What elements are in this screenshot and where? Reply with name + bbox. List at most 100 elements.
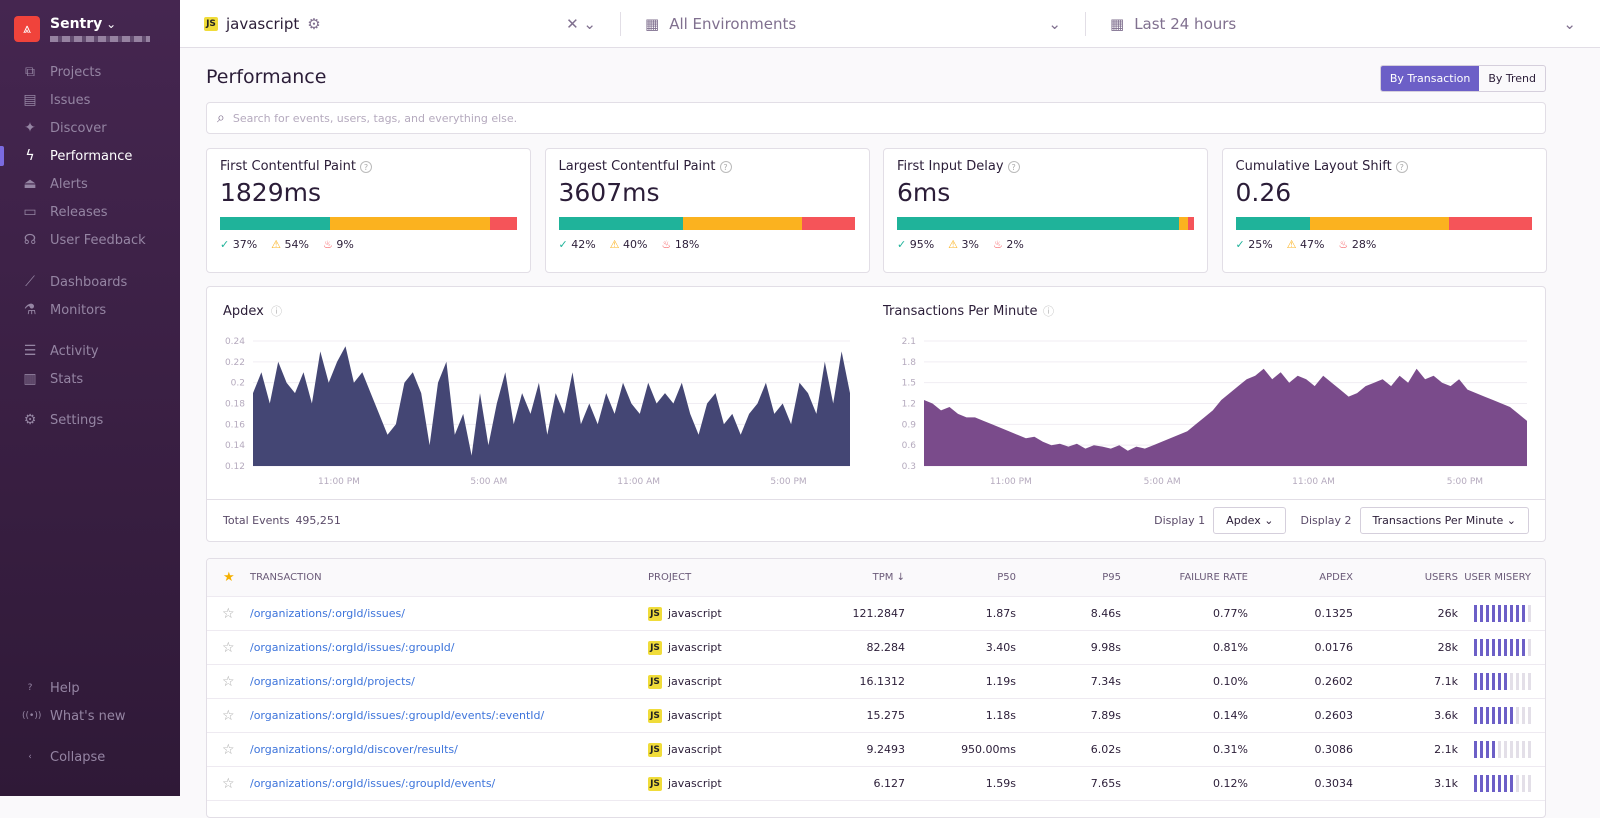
misery-bar [1486, 673, 1489, 690]
sidebar-item-user-feedback[interactable]: ☊ User Feedback [0, 226, 180, 254]
project-cell[interactable]: JS javascript [648, 640, 722, 655]
time-range-selector[interactable]: ▦ Last 24 hours ⌄ [1086, 15, 1600, 33]
project-cell[interactable]: JS javascript [648, 606, 722, 621]
tpm-cell: 15.275 [866, 709, 906, 722]
sidebar-item-label: Discover [50, 120, 107, 136]
project-selector[interactable]: JS javascript ⚙ ✕ ⌄ [180, 15, 620, 33]
star-outline-icon[interactable]: ☆ [222, 605, 235, 622]
sidebar-item-what-s-new[interactable]: ((•)) What's new [0, 702, 180, 730]
gear-icon[interactable]: ⚙ [307, 14, 321, 33]
user-misery-bar [1474, 639, 1531, 656]
sidebar-item-dashboards[interactable]: ⟋ Dashboards [0, 268, 180, 296]
transaction-link[interactable]: /organizations/:orgId/projects/ [250, 675, 415, 688]
transaction-link[interactable]: /organizations/:orgId/issues/ [250, 607, 405, 620]
column-header[interactable]: Users [1424, 572, 1458, 583]
search-input[interactable]: ⌕ Search for events, users, tags, and ev… [206, 102, 1546, 134]
poor-stat: ♨ 9% [323, 238, 354, 251]
good-percent: 95 [909, 238, 924, 251]
clear-close-icon[interactable]: ✕ ⌄ [566, 14, 596, 33]
by-trend-button[interactable]: By Trend [1488, 72, 1536, 85]
p95-cell: 7.65s [1090, 777, 1121, 790]
help-icon[interactable]: ⓘ [271, 305, 282, 318]
sidebar-item-performance[interactable]: ϟ Performance [0, 142, 180, 170]
vital-value: 6ms [897, 178, 951, 207]
vital-distribution-bar [558, 217, 856, 230]
sidebar-item-help[interactable]: ? Help [0, 674, 180, 702]
sidebar-item-projects[interactable]: ⧉ Projects [0, 58, 180, 86]
star-outline-icon[interactable]: ☆ [222, 639, 235, 656]
project-cell[interactable]: JS javascript [648, 708, 722, 723]
charts-panel: Apdex ⓘ 0.24 0.22 0.2 0.18 0.16 0.14 0.12 11:00 P… [206, 286, 1546, 542]
lightning-icon: ϟ [25, 148, 35, 164]
sidebar-item-issues[interactable]: ▤ Issues [0, 86, 180, 114]
star-outline-icon[interactable]: ☆ [222, 707, 235, 724]
star-outline-icon[interactable]: ☆ [222, 741, 235, 758]
misery-bar [1480, 741, 1483, 758]
help-icon[interactable]: ? [719, 160, 732, 173]
transaction-link[interactable]: /organizations/:orgId/issues/:groupId/ [250, 641, 455, 654]
project-name: javascript [668, 743, 722, 756]
help-icon[interactable]: ? [1007, 160, 1020, 173]
p95-cell: 7.34s [1090, 675, 1121, 688]
y-tick-label: 0.18 [225, 400, 245, 410]
project-cell[interactable]: JS javascript [648, 742, 722, 757]
failure-cell: 0.12% [1213, 777, 1248, 790]
poor-stat: ♨ 28% [1338, 238, 1377, 251]
environment-selector[interactable]: ▦ All Environments ⌄ [621, 15, 1085, 33]
sidebar-item-discover[interactable]: ✦ Discover [0, 114, 180, 142]
org-switcher[interactable]: ⩓ Sentry ⌄ [0, 0, 180, 58]
javascript-icon: JS [648, 708, 662, 723]
area-series [253, 346, 850, 466]
sidebar-item-settings[interactable]: ⚙ Settings [0, 406, 180, 434]
help-icon[interactable]: ? [1395, 160, 1408, 173]
column-header[interactable]: P50 [997, 572, 1016, 583]
misery-bar [1522, 707, 1525, 724]
star-outline-icon[interactable]: ☆ [222, 673, 235, 690]
good-segment [558, 217, 684, 230]
misery-bar [1498, 707, 1501, 724]
column-header[interactable]: Failure Rate [1179, 572, 1249, 583]
column-header[interactable]: P95 [1102, 572, 1121, 583]
project-cell[interactable]: JS javascript [648, 674, 722, 689]
transaction-link[interactable]: /organizations/:orgId/issues/:groupId/ev… [250, 777, 496, 790]
sidebar-item-monitors[interactable]: ⚗ Monitors [0, 296, 180, 324]
users-cell: 26k [1437, 607, 1458, 620]
misery-bar [1516, 605, 1519, 622]
p50-cell: 3.40s [985, 641, 1016, 654]
column-header[interactable]: Project [648, 572, 692, 583]
table-row: ☆ /organizations/:orgId/discover/results/… [207, 733, 1545, 767]
releases-icon: ▭ [23, 204, 37, 220]
help-icon[interactable]: ? [359, 160, 372, 173]
display1-value: Apdex [1226, 514, 1261, 527]
sidebar-item-activity[interactable]: ☰ Activity [0, 337, 180, 365]
time-range-label: Last 24 hours [1134, 14, 1237, 33]
star-icon[interactable]: ★ [223, 570, 235, 585]
misery-bar [1516, 775, 1519, 792]
by-transaction-button[interactable]: By Transaction [1380, 66, 1480, 91]
sidebar-item-stats[interactable]: ▥ Stats [0, 365, 180, 393]
sidebar-item-alerts[interactable]: ⏏ Alerts [0, 170, 180, 198]
sidebar-item-collapse[interactable]: ‹ Collapse [0, 743, 180, 771]
column-header[interactable]: TPM ↓ [872, 572, 905, 583]
help-icon[interactable]: ⓘ [1043, 305, 1054, 318]
column-header[interactable]: Apdex [1319, 572, 1353, 583]
meh-segment [329, 217, 491, 230]
display2-dropdown[interactable]: Transactions Per Minute ⌄ [1359, 507, 1529, 534]
transaction-link[interactable]: /organizations/:orgId/issues/:groupId/ev… [250, 709, 545, 722]
column-header[interactable]: Transaction [250, 572, 322, 583]
transaction-link[interactable]: /organizations/:orgId/discover/results/ [250, 743, 458, 756]
vital-card: Largest Contentful Paint? 3607ms ✓ 42% ⚠… [544, 148, 870, 273]
tpm-cell: 6.127 [873, 777, 906, 790]
display1-dropdown[interactable]: Apdex ⌄ [1213, 507, 1287, 534]
sidebar-item-releases[interactable]: ▭ Releases [0, 198, 180, 226]
apdex-cell: 0.3034 [1314, 777, 1354, 790]
misery-bar [1480, 775, 1483, 792]
meh-percent: 40 [623, 238, 638, 251]
misery-bar [1516, 741, 1519, 758]
star-outline-icon[interactable]: ☆ [222, 775, 235, 792]
p95-cell: 6.02s [1090, 743, 1121, 756]
column-header[interactable]: User Misery [1464, 572, 1531, 583]
misery-bar [1510, 741, 1513, 758]
user-misery-bar [1474, 673, 1531, 690]
project-cell[interactable]: JS javascript [648, 776, 722, 791]
